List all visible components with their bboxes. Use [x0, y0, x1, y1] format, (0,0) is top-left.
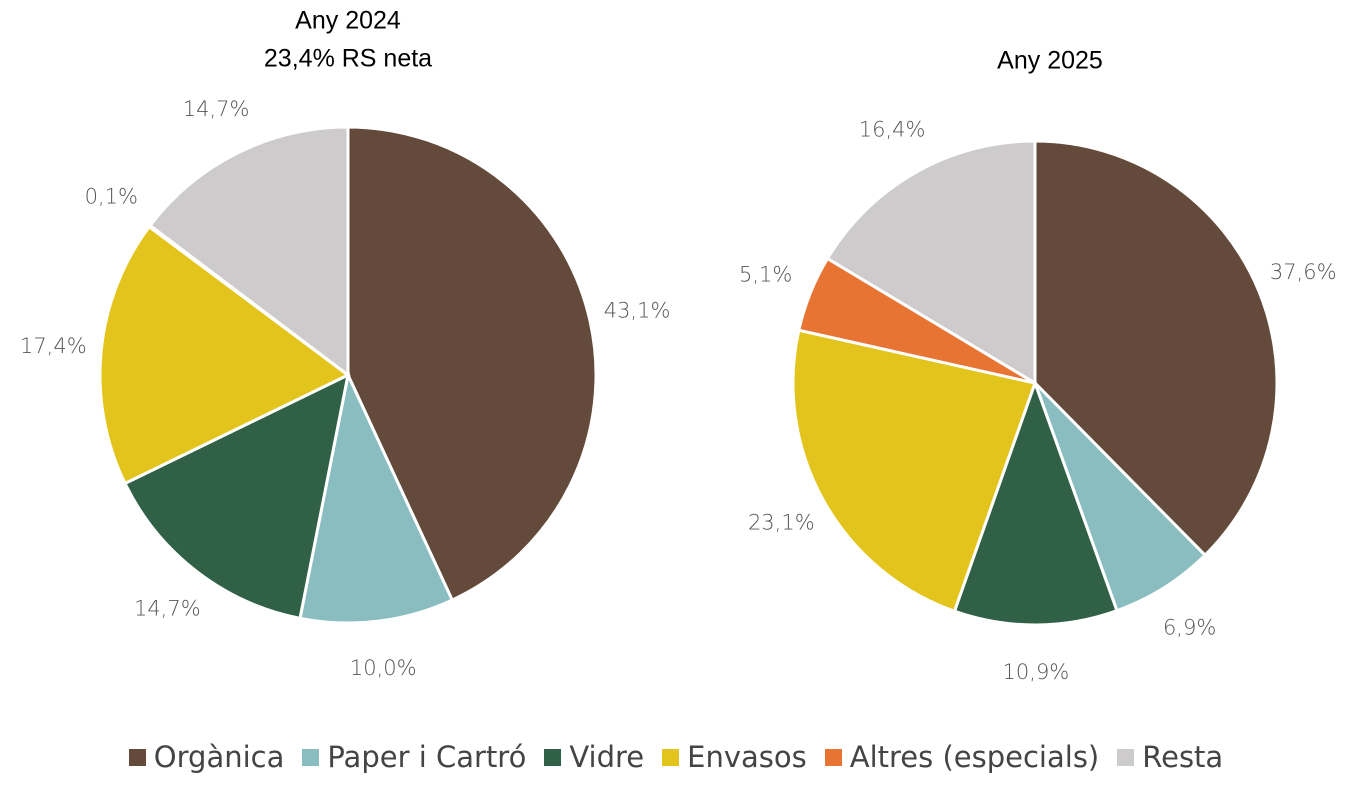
legend-swatch [1117, 748, 1135, 766]
legend-label: Orgànica [153, 740, 285, 774]
legend-label: Paper i Cartró [327, 740, 527, 774]
legend-label: Vidre [569, 740, 645, 774]
charts: Any 2024 23,4% RS neta 43,1% 10,0% 14,7% 17,4… [20, 7, 1337, 684]
value-label: 10,9% [1003, 660, 1070, 684]
chart-title: Any 2025 [997, 47, 1103, 75]
value-label: 23,1% [748, 511, 815, 535]
legend-swatch [662, 748, 680, 766]
chart-subtitle: 23,4% RS neta [264, 45, 432, 73]
value-label: 17,4% [20, 334, 87, 358]
value-label: 16,4% [859, 118, 926, 142]
legend-label: Altres (especials) [849, 740, 1100, 774]
value-label: 5,1% [739, 262, 792, 286]
value-label: 14,7% [134, 596, 201, 620]
legend: Orgànica Paper i Cartró Vidre Envasos Altres… [0, 740, 1352, 774]
value-label: 6,9% [1163, 615, 1216, 639]
pie-slice [1033, 381, 1208, 613]
chart-title: Any 2024 [295, 7, 401, 35]
pie-slice [952, 378, 1119, 627]
legend-swatch [544, 748, 562, 766]
legend-item: Resta [1117, 740, 1223, 774]
value-label: 14,7% [183, 97, 250, 121]
legend-item: Altres (especials) [824, 740, 1100, 774]
pie-slice [122, 372, 351, 621]
legend-item: Orgànica [128, 740, 285, 774]
legend-item: Paper i Cartró [302, 740, 526, 774]
pie-slice [346, 125, 598, 603]
pie-slice [98, 224, 351, 486]
pie-slice [791, 328, 1037, 614]
legend-swatch [302, 748, 320, 766]
value-label: 37,6% [1270, 260, 1337, 284]
legend-item: Envasos [662, 740, 807, 774]
pie-slice [1033, 139, 1279, 558]
pie-slice [148, 125, 350, 379]
value-label: 0,1% [85, 184, 138, 208]
legend-swatch [824, 748, 842, 766]
legend-swatch [128, 748, 146, 766]
legend-label: Resta [1142, 740, 1224, 774]
value-label: 43,1% [604, 298, 671, 322]
pie-slice [825, 139, 1037, 386]
legend-label: Envasos [687, 740, 807, 774]
pie-slice [298, 370, 455, 625]
value-label: 10,0% [350, 656, 417, 680]
legend-item: Vidre [544, 740, 644, 774]
